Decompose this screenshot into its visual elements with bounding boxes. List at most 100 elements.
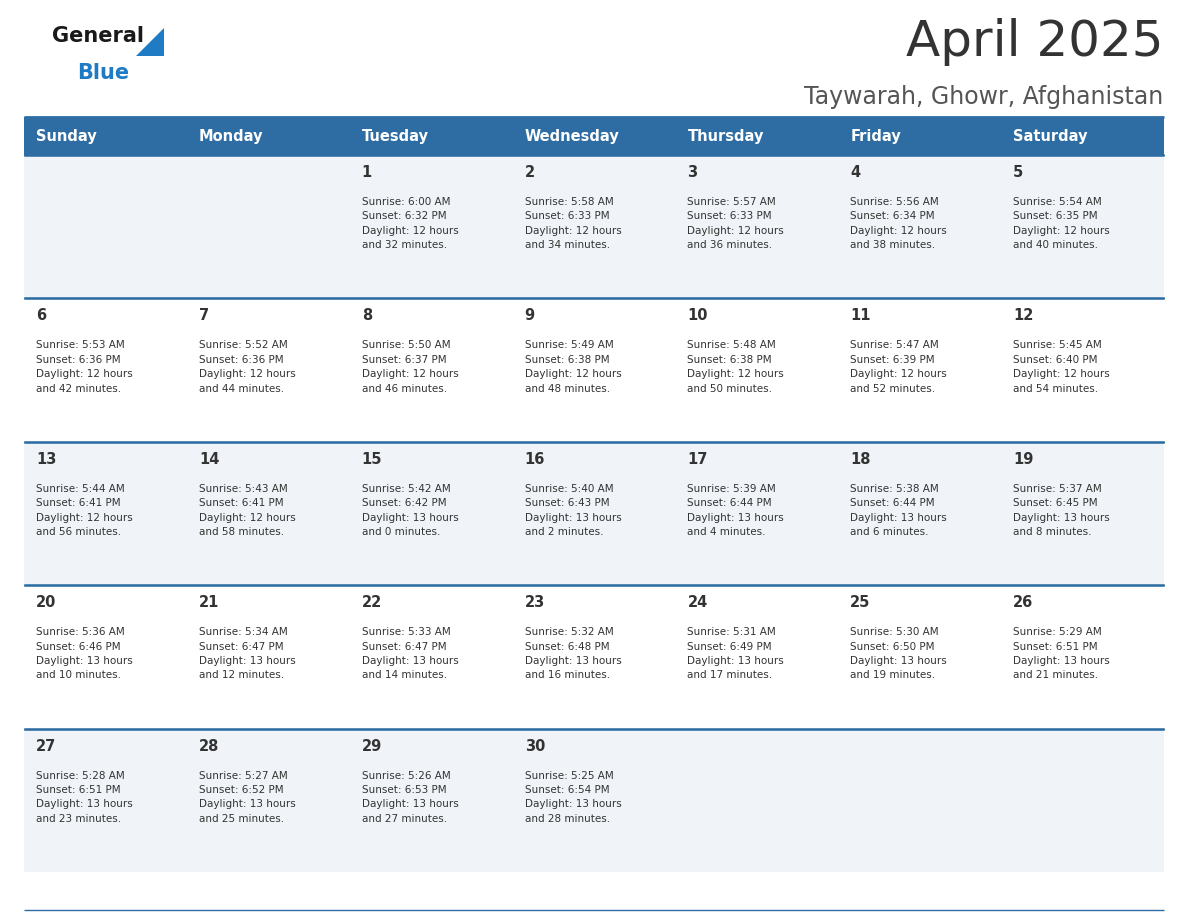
Bar — [24, 442, 187, 585]
Text: 7: 7 — [198, 308, 209, 323]
Text: Sunrise: 5:30 AM
Sunset: 6:50 PM
Daylight: 13 hours
and 19 minutes.: Sunrise: 5:30 AM Sunset: 6:50 PM Dayligh… — [851, 627, 947, 680]
Bar — [839, 585, 1001, 729]
Bar — [24, 117, 187, 155]
Text: Monday: Monday — [198, 129, 264, 143]
Bar — [187, 298, 349, 442]
Bar — [676, 155, 839, 298]
Text: 25: 25 — [851, 595, 871, 610]
Text: Sunrise: 5:34 AM
Sunset: 6:47 PM
Daylight: 13 hours
and 12 minutes.: Sunrise: 5:34 AM Sunset: 6:47 PM Dayligh… — [198, 627, 296, 680]
Text: Sunrise: 5:48 AM
Sunset: 6:38 PM
Daylight: 12 hours
and 50 minutes.: Sunrise: 5:48 AM Sunset: 6:38 PM Dayligh… — [688, 341, 784, 394]
Text: 28: 28 — [198, 739, 220, 754]
Bar — [187, 729, 349, 872]
Bar — [839, 729, 1001, 872]
Text: 20: 20 — [36, 595, 56, 610]
Text: Sunrise: 5:26 AM
Sunset: 6:53 PM
Daylight: 13 hours
and 27 minutes.: Sunrise: 5:26 AM Sunset: 6:53 PM Dayligh… — [361, 770, 459, 823]
Text: Friday: Friday — [851, 129, 901, 143]
Bar — [24, 298, 187, 442]
Bar — [1001, 585, 1164, 729]
Text: 12: 12 — [1013, 308, 1034, 323]
Text: 2: 2 — [525, 165, 535, 180]
Text: 29: 29 — [361, 739, 383, 754]
Text: 19: 19 — [1013, 452, 1034, 466]
Text: Sunrise: 5:42 AM
Sunset: 6:42 PM
Daylight: 13 hours
and 0 minutes.: Sunrise: 5:42 AM Sunset: 6:42 PM Dayligh… — [361, 484, 459, 537]
Bar — [349, 442, 512, 585]
Text: 22: 22 — [361, 595, 383, 610]
Text: Saturday: Saturday — [1013, 129, 1088, 143]
Bar — [187, 117, 349, 155]
Text: Sunrise: 5:57 AM
Sunset: 6:33 PM
Daylight: 12 hours
and 36 minutes.: Sunrise: 5:57 AM Sunset: 6:33 PM Dayligh… — [688, 197, 784, 251]
Bar — [349, 117, 512, 155]
Text: 11: 11 — [851, 308, 871, 323]
Text: Wednesday: Wednesday — [525, 129, 619, 143]
Bar — [676, 585, 839, 729]
Bar — [187, 442, 349, 585]
Bar — [1001, 729, 1164, 872]
Text: 10: 10 — [688, 308, 708, 323]
Text: Thursday: Thursday — [688, 129, 764, 143]
Bar — [1001, 117, 1164, 155]
Bar — [1001, 155, 1164, 298]
Text: 27: 27 — [36, 739, 56, 754]
Bar — [24, 155, 187, 298]
Text: 8: 8 — [361, 308, 372, 323]
Text: Sunrise: 5:40 AM
Sunset: 6:43 PM
Daylight: 13 hours
and 2 minutes.: Sunrise: 5:40 AM Sunset: 6:43 PM Dayligh… — [525, 484, 621, 537]
Text: General: General — [52, 26, 144, 46]
Text: Sunrise: 5:58 AM
Sunset: 6:33 PM
Daylight: 12 hours
and 34 minutes.: Sunrise: 5:58 AM Sunset: 6:33 PM Dayligh… — [525, 197, 621, 251]
Text: 15: 15 — [361, 452, 383, 466]
Text: Tuesday: Tuesday — [361, 129, 429, 143]
Text: Sunrise: 5:38 AM
Sunset: 6:44 PM
Daylight: 13 hours
and 6 minutes.: Sunrise: 5:38 AM Sunset: 6:44 PM Dayligh… — [851, 484, 947, 537]
Text: Sunrise: 5:50 AM
Sunset: 6:37 PM
Daylight: 12 hours
and 46 minutes.: Sunrise: 5:50 AM Sunset: 6:37 PM Dayligh… — [361, 341, 459, 394]
Text: Sunrise: 5:49 AM
Sunset: 6:38 PM
Daylight: 12 hours
and 48 minutes.: Sunrise: 5:49 AM Sunset: 6:38 PM Dayligh… — [525, 341, 621, 394]
Text: Sunday: Sunday — [36, 129, 96, 143]
Bar — [839, 117, 1001, 155]
Bar — [676, 298, 839, 442]
Bar — [512, 298, 676, 442]
Bar — [839, 298, 1001, 442]
Bar — [187, 585, 349, 729]
Text: Sunrise: 5:52 AM
Sunset: 6:36 PM
Daylight: 12 hours
and 44 minutes.: Sunrise: 5:52 AM Sunset: 6:36 PM Dayligh… — [198, 341, 296, 394]
Text: Sunrise: 5:37 AM
Sunset: 6:45 PM
Daylight: 13 hours
and 8 minutes.: Sunrise: 5:37 AM Sunset: 6:45 PM Dayligh… — [1013, 484, 1110, 537]
Text: Sunrise: 5:39 AM
Sunset: 6:44 PM
Daylight: 13 hours
and 4 minutes.: Sunrise: 5:39 AM Sunset: 6:44 PM Dayligh… — [688, 484, 784, 537]
Text: Sunrise: 5:44 AM
Sunset: 6:41 PM
Daylight: 12 hours
and 56 minutes.: Sunrise: 5:44 AM Sunset: 6:41 PM Dayligh… — [36, 484, 133, 537]
Text: Sunrise: 5:33 AM
Sunset: 6:47 PM
Daylight: 13 hours
and 14 minutes.: Sunrise: 5:33 AM Sunset: 6:47 PM Dayligh… — [361, 627, 459, 680]
Bar — [1001, 442, 1164, 585]
Text: 26: 26 — [1013, 595, 1034, 610]
Text: 6: 6 — [36, 308, 46, 323]
Text: 13: 13 — [36, 452, 56, 466]
Text: Sunrise: 5:25 AM
Sunset: 6:54 PM
Daylight: 13 hours
and 28 minutes.: Sunrise: 5:25 AM Sunset: 6:54 PM Dayligh… — [525, 770, 621, 823]
Bar — [839, 155, 1001, 298]
Bar — [349, 298, 512, 442]
Bar — [24, 729, 187, 872]
Text: Sunrise: 5:32 AM
Sunset: 6:48 PM
Daylight: 13 hours
and 16 minutes.: Sunrise: 5:32 AM Sunset: 6:48 PM Dayligh… — [525, 627, 621, 680]
Text: Blue: Blue — [77, 63, 129, 83]
Text: Taywarah, Ghowr, Afghanistan: Taywarah, Ghowr, Afghanistan — [804, 85, 1163, 109]
Text: Sunrise: 6:00 AM
Sunset: 6:32 PM
Daylight: 12 hours
and 32 minutes.: Sunrise: 6:00 AM Sunset: 6:32 PM Dayligh… — [361, 197, 459, 251]
Bar — [512, 155, 676, 298]
Bar — [1001, 298, 1164, 442]
Bar — [676, 729, 839, 872]
Text: Sunrise: 5:27 AM
Sunset: 6:52 PM
Daylight: 13 hours
and 25 minutes.: Sunrise: 5:27 AM Sunset: 6:52 PM Dayligh… — [198, 770, 296, 823]
Bar — [349, 585, 512, 729]
Text: Sunrise: 5:53 AM
Sunset: 6:36 PM
Daylight: 12 hours
and 42 minutes.: Sunrise: 5:53 AM Sunset: 6:36 PM Dayligh… — [36, 341, 133, 394]
Bar — [24, 585, 187, 729]
Text: 16: 16 — [525, 452, 545, 466]
Bar — [512, 442, 676, 585]
Text: 17: 17 — [688, 452, 708, 466]
Text: Sunrise: 5:56 AM
Sunset: 6:34 PM
Daylight: 12 hours
and 38 minutes.: Sunrise: 5:56 AM Sunset: 6:34 PM Dayligh… — [851, 197, 947, 251]
Text: 4: 4 — [851, 165, 860, 180]
Text: 14: 14 — [198, 452, 220, 466]
Bar — [512, 585, 676, 729]
Bar — [187, 155, 349, 298]
Text: Sunrise: 5:45 AM
Sunset: 6:40 PM
Daylight: 12 hours
and 54 minutes.: Sunrise: 5:45 AM Sunset: 6:40 PM Dayligh… — [1013, 341, 1110, 394]
Text: Sunrise: 5:47 AM
Sunset: 6:39 PM
Daylight: 12 hours
and 52 minutes.: Sunrise: 5:47 AM Sunset: 6:39 PM Dayligh… — [851, 341, 947, 394]
Bar — [676, 442, 839, 585]
Bar — [349, 155, 512, 298]
Bar — [512, 117, 676, 155]
Text: 1: 1 — [361, 165, 372, 180]
Text: Sunrise: 5:31 AM
Sunset: 6:49 PM
Daylight: 13 hours
and 17 minutes.: Sunrise: 5:31 AM Sunset: 6:49 PM Dayligh… — [688, 627, 784, 680]
Text: 18: 18 — [851, 452, 871, 466]
Text: April 2025: April 2025 — [905, 18, 1163, 66]
Text: 21: 21 — [198, 595, 220, 610]
Polygon shape — [135, 28, 164, 56]
Text: Sunrise: 5:54 AM
Sunset: 6:35 PM
Daylight: 12 hours
and 40 minutes.: Sunrise: 5:54 AM Sunset: 6:35 PM Dayligh… — [1013, 197, 1110, 251]
